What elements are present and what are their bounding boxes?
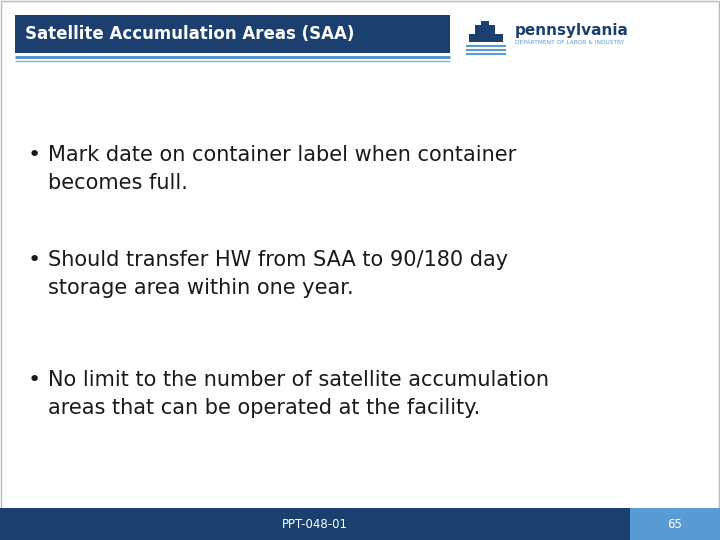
Text: pennsylvania: pennsylvania — [515, 23, 629, 37]
Bar — [475, 25, 495, 35]
Bar — [630, 508, 720, 540]
Bar — [15, 15, 450, 53]
Bar — [0, 508, 630, 540]
Text: Should transfer HW from SAA to 90/180 day
storage area within one year.: Should transfer HW from SAA to 90/180 da… — [48, 250, 508, 298]
Bar — [469, 34, 503, 42]
Text: DEPARTMENT OF LABOR & INDUSTRY: DEPARTMENT OF LABOR & INDUSTRY — [515, 40, 624, 45]
Text: Satellite Accumulation Areas (SAA): Satellite Accumulation Areas (SAA) — [25, 25, 354, 43]
Text: •: • — [28, 370, 41, 390]
Text: •: • — [28, 145, 41, 165]
Text: No limit to the number of satellite accumulation
areas that can be operated at t: No limit to the number of satellite accu… — [48, 370, 549, 418]
Text: •: • — [28, 250, 41, 270]
Text: Mark date on container label when container
becomes full.: Mark date on container label when contai… — [48, 145, 516, 193]
Text: 65: 65 — [667, 517, 683, 530]
Text: PPT-048-01: PPT-048-01 — [282, 517, 348, 530]
Bar — [481, 21, 489, 26]
